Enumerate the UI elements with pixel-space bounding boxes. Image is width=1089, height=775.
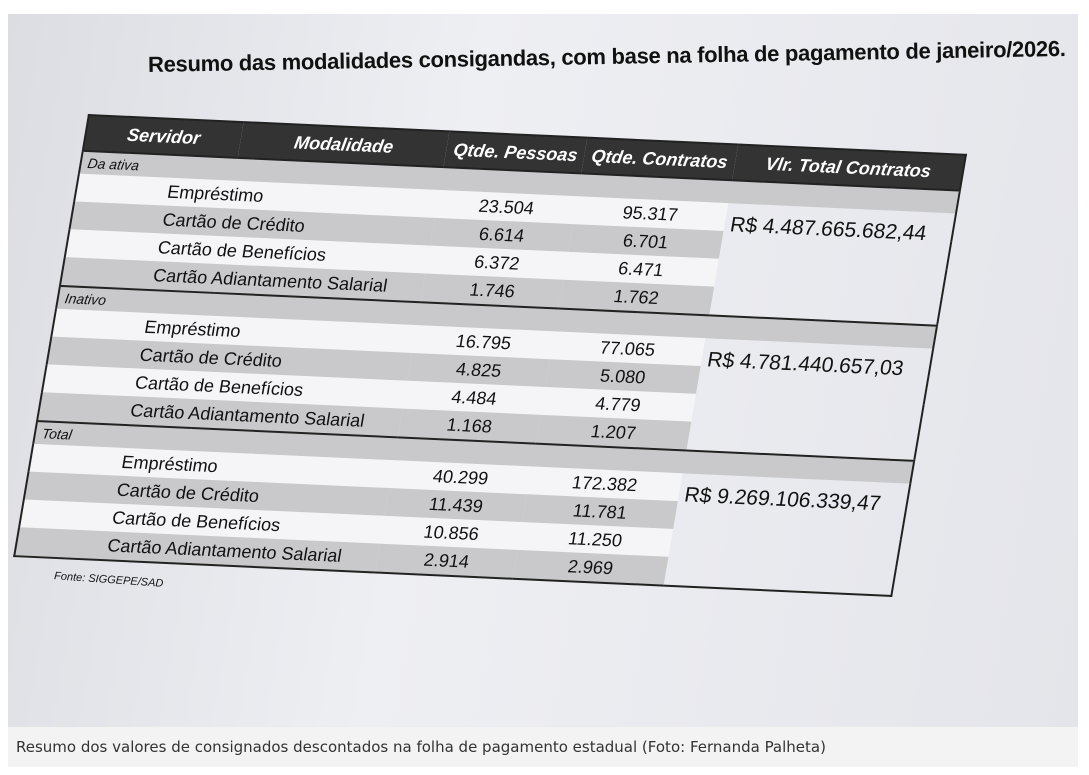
source: Fonte: SIGGEPE/SAD [53, 570, 164, 590]
total-value: R$ 4.487.665.682,44 [728, 213, 929, 246]
table: Servidor Modalidade Qtde. Pessoas Qtde. Con… [13, 114, 968, 597]
table-wrap: Servidor Modalidade Qtde. Pessoas Qtde. Con… [13, 114, 968, 597]
header-cell: Qtde. Pessoas [443, 131, 588, 174]
paper: Resumo das modalidades consigandas, com … [8, 14, 1078, 727]
photo: Resumo das modalidades consigandas, com … [8, 14, 1078, 727]
caption: Resumo dos valores de consignados descon… [8, 727, 1078, 767]
contracts: 2.969 [512, 549, 669, 586]
document-title: Resumo das modalidades consigandas, com … [147, 35, 1066, 77]
people: 2.914 [375, 543, 518, 579]
total-value: R$ 4.781.440.657,03 [705, 348, 906, 381]
total-value: R$ 9.269.106.339,47 [682, 483, 883, 516]
